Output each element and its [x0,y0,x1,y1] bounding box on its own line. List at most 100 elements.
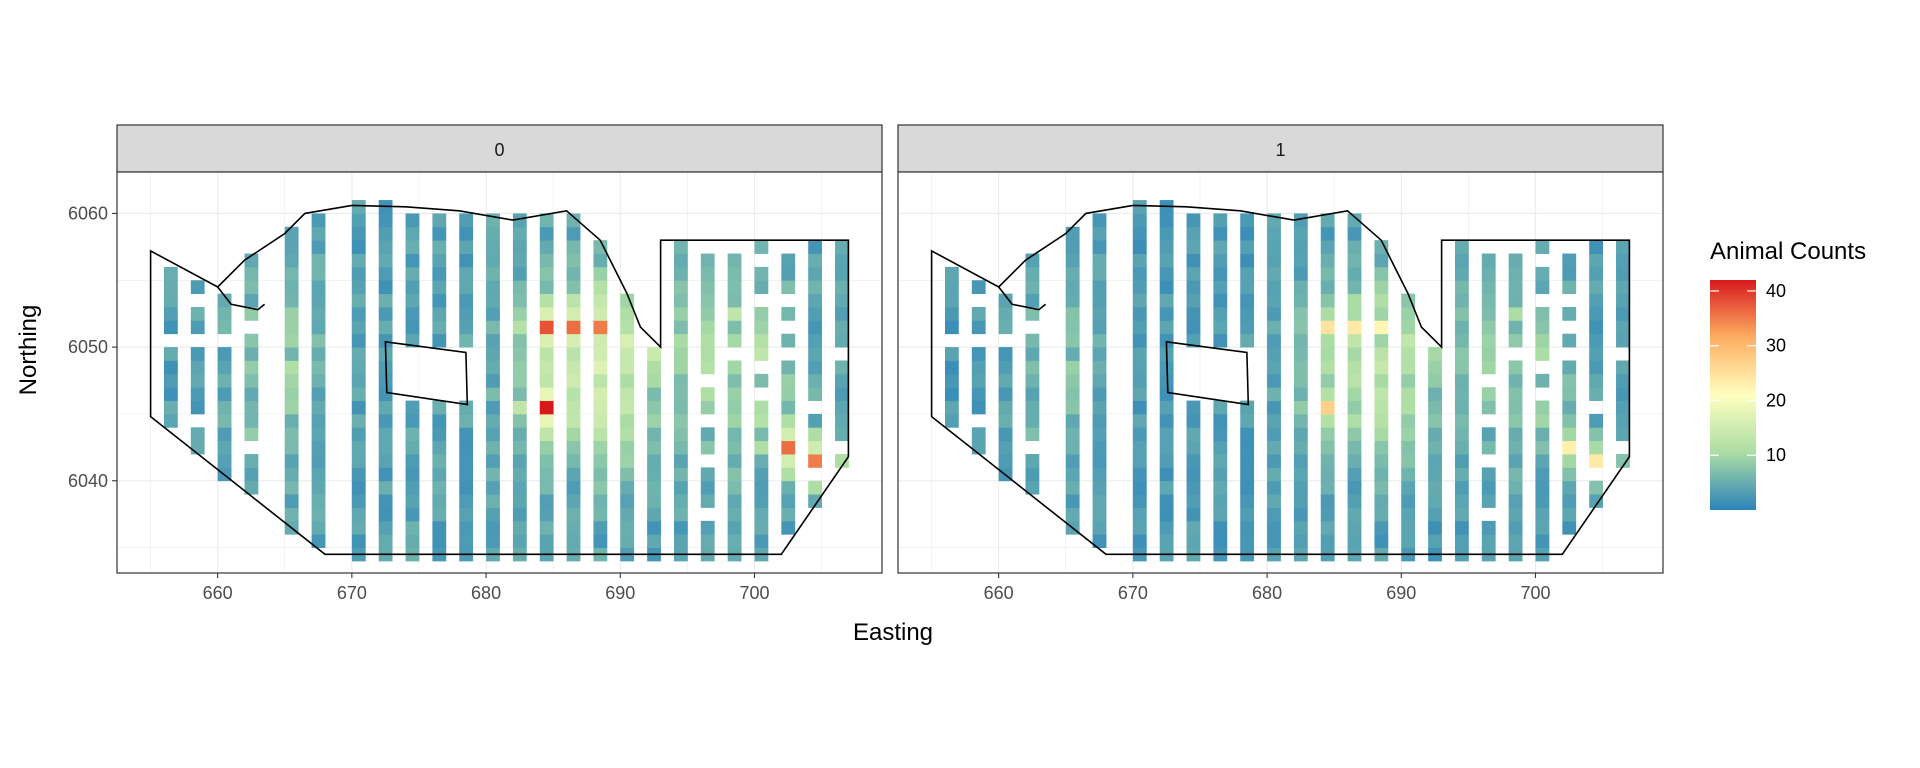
heat-cell [311,320,326,335]
heat-cell [1065,467,1080,482]
heat-cell [1240,520,1255,535]
heat-cell [351,213,366,228]
heat-cell [1535,333,1550,348]
heat-cell [647,520,661,535]
heat-cell [700,494,715,508]
heat-cell [1589,494,1604,508]
heat-cell [1589,240,1604,254]
heat-cell [1454,373,1469,388]
heat-cell [1616,427,1630,442]
heat-cell [1347,507,1362,522]
heat-cell [378,280,393,295]
heat-cell [378,534,393,549]
heat-cell [1132,440,1147,455]
heat-cell [1092,293,1107,308]
heat-cell [1401,320,1416,335]
heat-cell [781,400,796,415]
heat-cell [1132,333,1147,348]
heat-cell [1092,253,1107,268]
heat-cell [351,280,366,295]
heat-cell [217,320,232,335]
heat-cell [539,266,554,281]
heat-cell [620,454,635,468]
heat-cell [620,467,635,482]
heat-cell [459,440,474,455]
heat-cell [405,400,420,415]
heat-cell [163,387,178,401]
heat-cell [620,413,635,428]
heat-cell [190,360,205,375]
heat-cell [1401,307,1416,321]
heat-cell [284,387,299,401]
heat-cell [1347,333,1362,348]
heat-cell [998,307,1013,321]
heat-cell [808,347,823,361]
heat-cell [351,400,366,415]
heat-cell [311,507,326,522]
heat-cell [647,360,661,375]
heat-cells [163,200,849,562]
heat-cell [351,226,366,241]
heat-cell [944,266,959,281]
bay-outline [998,286,1047,311]
heat-cell [512,534,527,549]
heat-cell [459,467,474,482]
heat-cell [808,333,823,348]
heat-cell [1240,440,1255,455]
heat-cell [1454,266,1469,281]
heat-cell [1132,413,1147,428]
legend-colorbar [1710,280,1756,510]
heat-cell [432,413,447,428]
heat-cell [1428,347,1442,361]
heat-cell [1132,520,1147,535]
heat-cell [781,440,796,455]
heat-cell [1616,400,1630,415]
heat-cell [1132,467,1147,482]
heat-cell [459,520,474,535]
heat-cell [1454,520,1469,535]
heat-cell [539,387,554,401]
heat-cell [1267,253,1281,268]
heat-cell [459,280,474,295]
heat-cell [754,494,769,508]
heat-cell [1213,333,1228,348]
heat-cell [727,400,742,415]
heat-cell [1508,494,1523,508]
heat-cell [1454,427,1469,442]
heat-cell [1347,427,1362,442]
heat-cell [1132,253,1147,268]
heat-cell [1347,266,1362,281]
heat-cell [1320,240,1335,254]
heat-cell [1065,454,1080,468]
heat-cell [1347,226,1362,241]
heat-cell [1347,293,1362,308]
heat-cell [351,266,366,281]
heat-cell [459,320,474,335]
heat-cell [163,293,178,308]
heat-cell [620,520,635,535]
heat-cell [1065,387,1080,401]
heat-cell [1481,333,1496,348]
heat-cell [539,507,554,522]
heat-cell [459,480,474,495]
heat-cell [727,507,742,522]
heat-cell [593,480,608,495]
x-tick-label: 690 [1386,583,1416,603]
heat-cell [284,360,299,375]
island-outline [1165,340,1250,406]
heat-cell [647,507,661,522]
heat-cell [1213,494,1228,508]
heat-cell [539,253,554,268]
heat-cell [244,347,259,361]
heat-cell [1213,440,1228,455]
heat-cell [971,307,986,321]
heat-cell [727,427,742,442]
heat-cell [459,253,474,268]
heat-cell [311,266,326,281]
heat-cell [1267,494,1281,508]
heat-cell [1616,293,1630,308]
heat-cell [808,387,823,401]
heat-cell [1454,494,1469,508]
heat-cell [1481,534,1496,549]
heat-cell [1213,320,1228,335]
